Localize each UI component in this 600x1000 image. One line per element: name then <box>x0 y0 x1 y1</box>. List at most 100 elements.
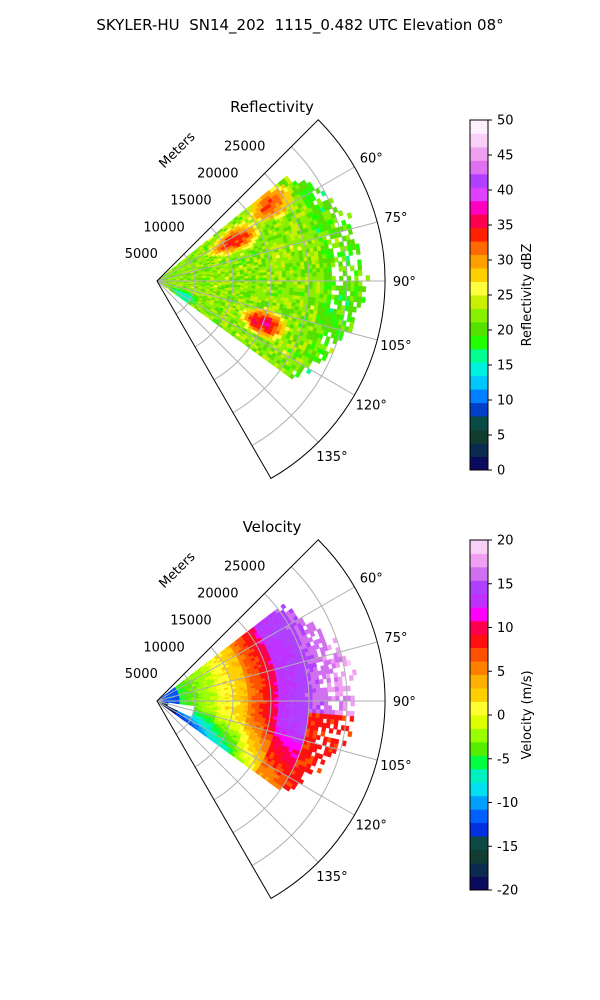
heatmap-cell <box>334 686 340 692</box>
heatmap-cell <box>328 668 334 674</box>
heatmap-cell <box>316 280 321 286</box>
heatmap-cell <box>315 713 321 719</box>
heatmap-cell <box>255 285 260 290</box>
heatmap-cell <box>300 292 305 297</box>
heatmap-cell <box>262 272 268 276</box>
heatmap-cell <box>349 295 355 302</box>
heatmap-cell <box>292 682 298 687</box>
heatmap-cell <box>299 715 305 721</box>
heatmap-cell <box>356 301 362 309</box>
plot-title: Reflectivity <box>230 98 314 116</box>
heatmap-cell <box>285 270 291 275</box>
heatmap-cell <box>296 708 302 713</box>
heatmap-cell <box>304 280 310 286</box>
heatmap-cell <box>326 682 332 688</box>
heatmap-cell <box>314 679 320 685</box>
heatmap-cell <box>297 280 302 286</box>
heatmap-cell <box>255 272 260 277</box>
heatmap-cell <box>316 276 321 282</box>
heatmap-cell <box>281 693 287 698</box>
heatmap-cell <box>338 285 344 291</box>
heatmap-cell <box>353 296 359 303</box>
heatmap-cell <box>334 294 340 301</box>
heatmap-cell <box>320 731 326 737</box>
plot-title: Velocity <box>243 518 302 536</box>
heatmap-cell <box>299 261 305 267</box>
heatmap-cell <box>315 687 321 693</box>
heatmap-cell <box>338 705 344 711</box>
colorbar-segment <box>470 607 488 622</box>
heatmap-cell <box>247 695 253 699</box>
heatmap-cell <box>304 276 310 282</box>
heatmap-cell <box>320 280 325 286</box>
heatmap-cell <box>293 273 298 278</box>
heatmap-cell <box>299 677 305 683</box>
colorbar-segment <box>470 822 488 837</box>
colorbar-segment <box>470 553 488 568</box>
heatmap-cell <box>285 284 291 289</box>
azimuth-tick-label: 120° <box>356 399 387 414</box>
heatmap-cell <box>330 719 335 725</box>
heatmap-cell <box>334 710 340 716</box>
heatmap-cell <box>281 683 286 689</box>
range-tick-label: 20000 <box>197 587 238 602</box>
heatmap-cell <box>240 693 245 697</box>
heatmap-cell <box>316 767 323 774</box>
heatmap-cell <box>334 681 340 688</box>
colorbar-segment <box>470 348 488 363</box>
heatmap-cell <box>288 262 294 268</box>
heatmap-cell <box>349 290 355 297</box>
heatmap-cell <box>325 303 331 309</box>
heatmap-cell <box>331 276 336 282</box>
colorbar-segment <box>470 836 488 851</box>
heatmap-cell <box>293 689 298 695</box>
colorbar-segment <box>470 227 488 242</box>
colorbar-segment <box>470 133 488 148</box>
heatmap-cell <box>282 697 287 702</box>
heatmap-cell <box>281 284 287 289</box>
heatmap-cell <box>277 690 283 695</box>
heatmap-cell <box>274 283 279 288</box>
heatmap-cell <box>357 291 363 298</box>
heatmap-cell <box>262 692 268 696</box>
colorbar-segment <box>470 321 488 336</box>
colorbar-segment <box>470 540 488 554</box>
colorbar-segment <box>470 173 488 188</box>
azimuth-tick-label: 75° <box>384 211 407 226</box>
heatmap-cell <box>281 290 287 295</box>
heatmap-cell <box>320 276 325 282</box>
heatmap-cell <box>244 275 249 279</box>
heatmap-cell <box>330 294 336 300</box>
heatmap-cell <box>300 689 306 694</box>
heatmap-cell <box>330 257 335 263</box>
heatmap-cell <box>300 708 306 713</box>
heatmap-cell <box>292 266 298 271</box>
heatmap-cell <box>326 262 332 268</box>
colorbar-segment <box>470 362 488 377</box>
colorbar-segment <box>470 375 488 390</box>
heatmap-cell <box>323 276 329 282</box>
heatmap-cell <box>247 693 253 697</box>
colorbar-segment <box>470 688 488 702</box>
colorbar-tick-label: 15 <box>497 359 514 374</box>
colorbar-tick-label: 50 <box>497 114 514 129</box>
range-tick-label: 10000 <box>143 640 184 655</box>
heatmap-cell <box>281 273 287 278</box>
heatmap-cell <box>350 700 355 707</box>
colorbar-segment <box>470 782 488 797</box>
heatmap-cell <box>330 262 336 268</box>
heatmap-cell <box>312 280 317 286</box>
heatmap-cell <box>323 709 329 715</box>
heatmap-cell <box>300 712 305 717</box>
heatmap-cell <box>296 711 302 717</box>
heatmap-cell <box>338 715 343 721</box>
heatmap-cell <box>326 718 332 725</box>
heatmap-cell <box>266 271 272 276</box>
heatmap-cell <box>312 708 317 714</box>
heatmap-cell <box>323 280 329 286</box>
heatmap-cell <box>300 692 306 698</box>
colorbar-segment <box>470 728 488 743</box>
heatmap-cell <box>319 263 324 269</box>
heatmap-cell <box>274 694 279 699</box>
reflectivity-plot: 50001000015000200002500060°75°90°105°120… <box>125 98 535 480</box>
